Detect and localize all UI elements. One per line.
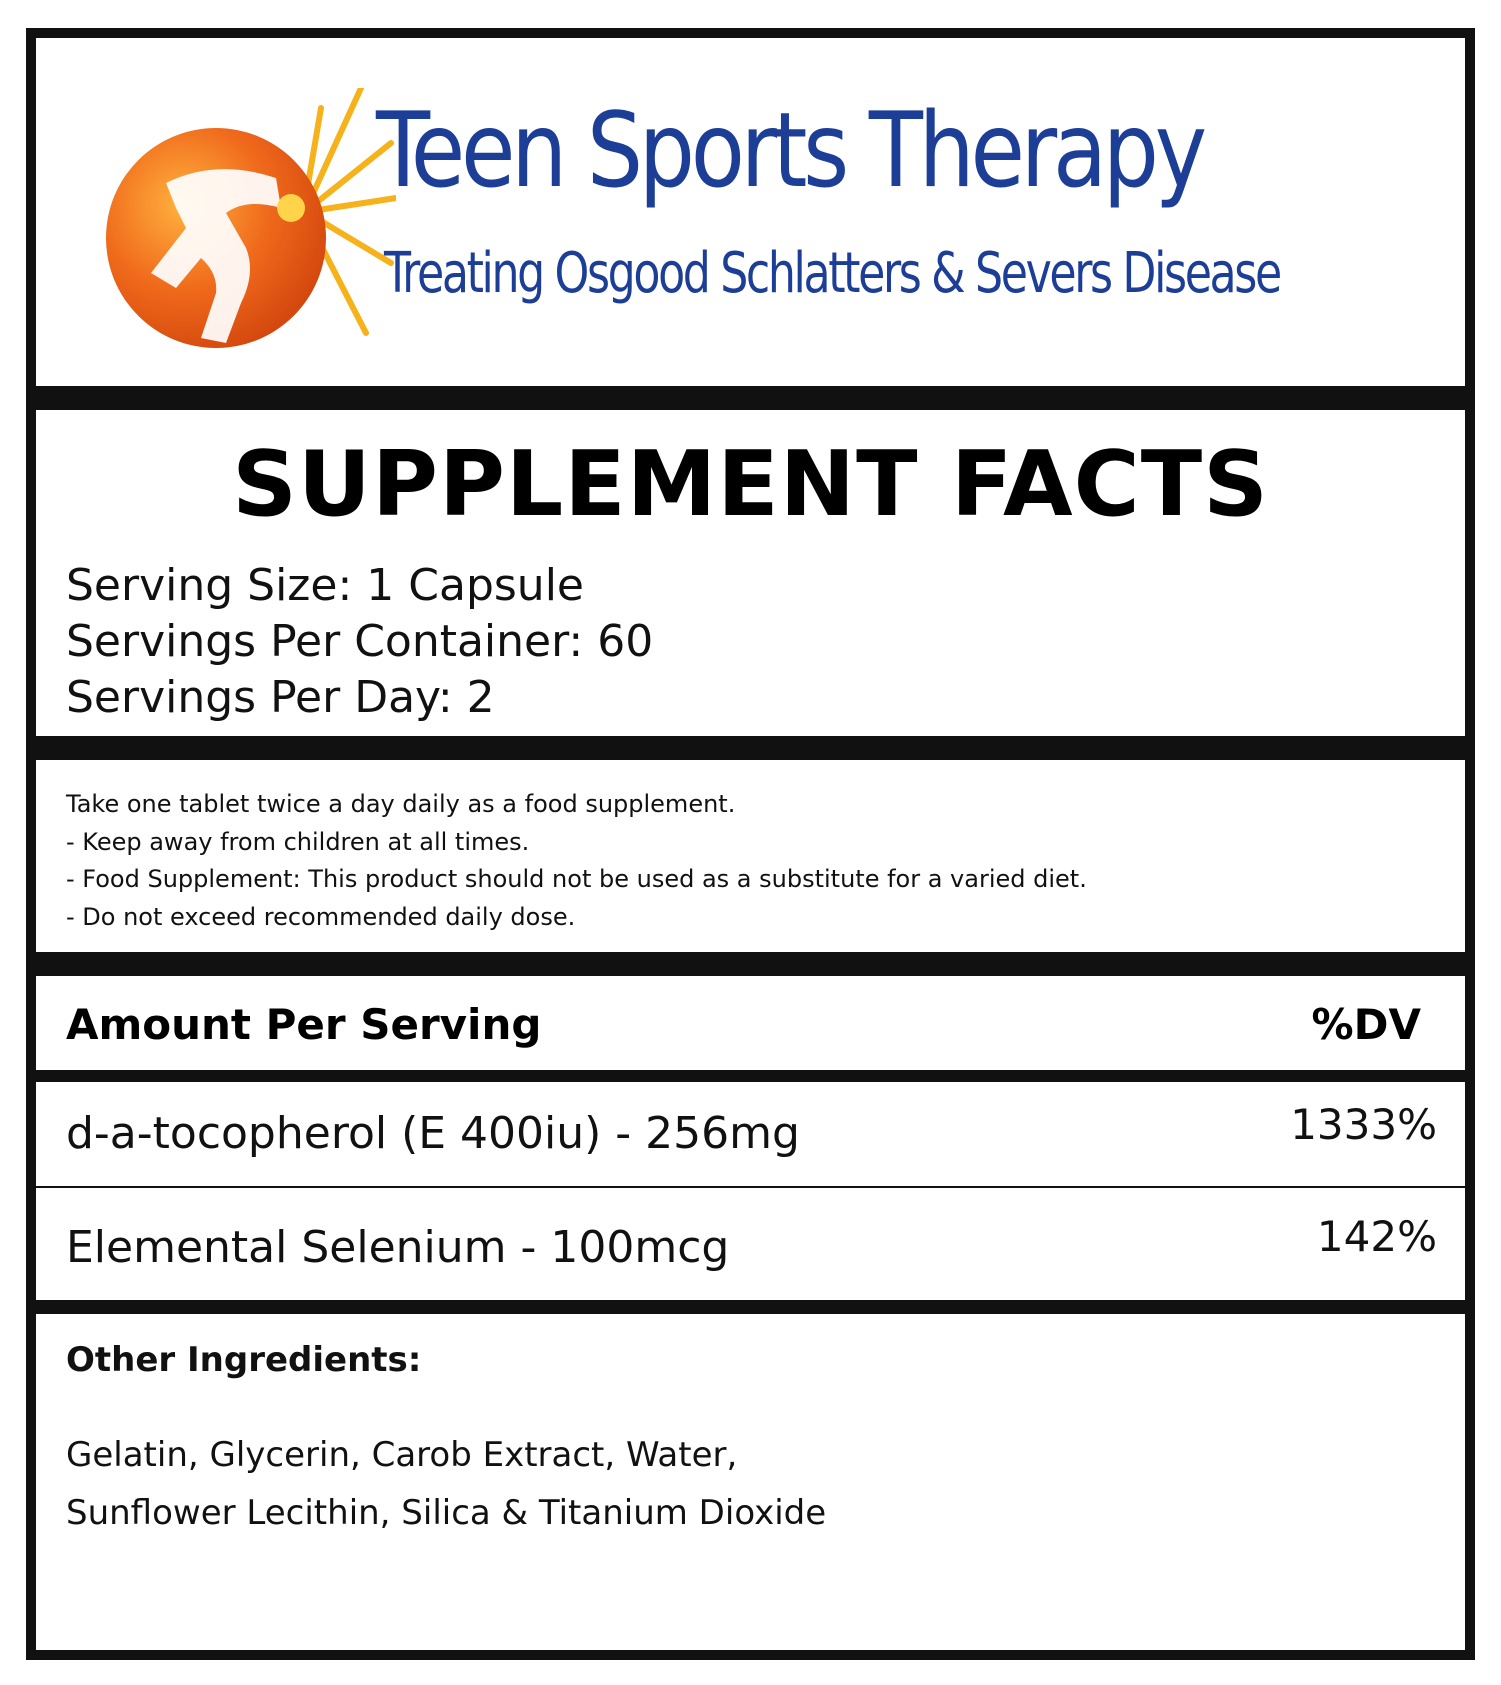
- ingredient-dv: 142%: [1316, 1212, 1437, 1261]
- amount-header: Amount Per Serving: [66, 1000, 542, 1049]
- direction-line: Take one tablet twice a day daily as a f…: [66, 790, 736, 818]
- ingredient-dv: 1333%: [1290, 1100, 1437, 1149]
- direction-line: - Food Supplement: This product should n…: [66, 865, 1087, 893]
- brand-tagline: Treating Osgood Schlatters & Severs Dise…: [384, 241, 1282, 306]
- page-title: SUPPLEMENT FACTS: [232, 432, 1269, 537]
- servings-per-container: Servings Per Container: 60: [66, 616, 654, 667]
- supplement-label: Teen Sports Therapy Treating Osgood Schl…: [26, 28, 1475, 1660]
- ingredient-table: d-a-tocopherol (E 400iu) - 256mg 1333% E…: [36, 1082, 1465, 1300]
- brand-logo-icon: [106, 88, 396, 348]
- other-ingredients-title: Other Ingredients:: [66, 1340, 422, 1380]
- directions-list: Take one tablet twice a day daily as a f…: [66, 786, 1087, 936]
- ingredient-name: d-a-tocopherol (E 400iu) - 256mg: [66, 1108, 800, 1159]
- table-header: Amount Per Serving %DV: [36, 976, 1465, 1070]
- table-row: Elemental Selenium - 100mcg 142%: [36, 1186, 1465, 1302]
- servings-per-day: Servings Per Day: 2: [66, 672, 495, 723]
- dv-header: %DV: [1311, 1000, 1421, 1049]
- table-row: d-a-tocopherol (E 400iu) - 256mg 1333%: [36, 1082, 1465, 1186]
- ingredient-name: Elemental Selenium - 100mcg: [66, 1222, 730, 1273]
- other-ingredients-line: Gelatin, Glycerin, Carob Extract, Water,: [66, 1435, 738, 1475]
- serving-info: Serving Size: 1 Capsule Servings Per Con…: [66, 558, 653, 726]
- serving-size: Serving Size: 1 Capsule: [66, 560, 584, 611]
- facts-panel: SUPPLEMENT FACTS Serving Size: 1 Capsule…: [36, 410, 1465, 736]
- directions-panel: Take one tablet twice a day daily as a f…: [36, 760, 1465, 952]
- other-ingredients-list: Gelatin, Glycerin, Carob Extract, Water,…: [66, 1426, 1426, 1542]
- brand-name: Teen Sports Therapy: [376, 91, 1207, 211]
- other-ingredients-line: Sunflower Lecithin, Silica & Titanium Di…: [66, 1493, 827, 1533]
- direction-line: - Do not exceed recommended daily dose.: [66, 902, 576, 931]
- direction-line: - Keep away from children at all times.: [66, 827, 530, 856]
- other-ingredients-panel: Other Ingredients: Gelatin, Glycerin, Ca…: [36, 1314, 1465, 1650]
- logo-panel: Teen Sports Therapy Treating Osgood Schl…: [36, 38, 1465, 386]
